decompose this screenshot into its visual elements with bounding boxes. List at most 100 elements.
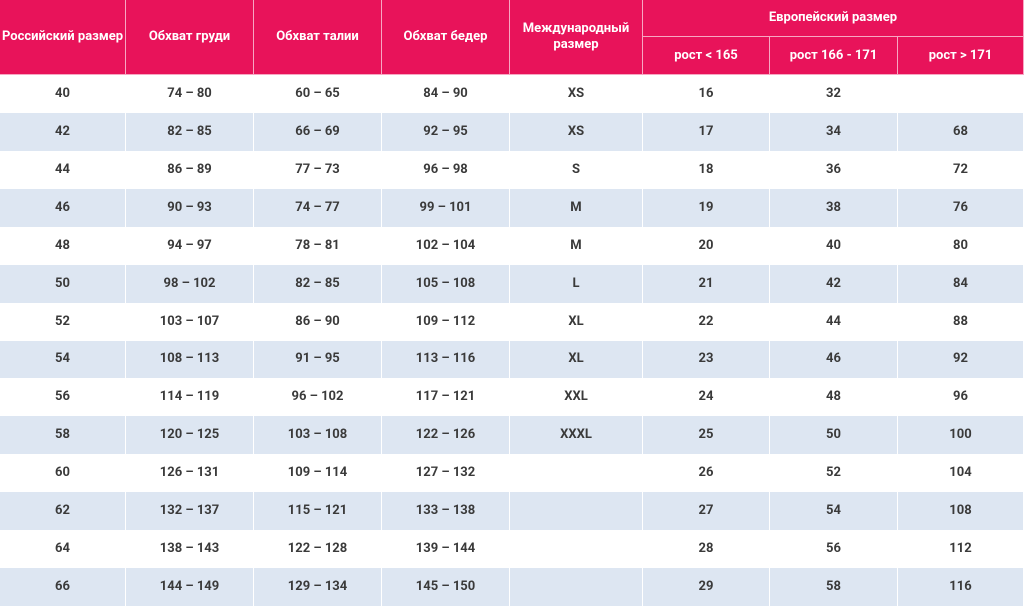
table-cell: 40 bbox=[770, 226, 898, 265]
table-cell: 94 – 97 bbox=[126, 226, 254, 265]
table-cell: 138 – 143 bbox=[126, 530, 254, 569]
table-cell: 92 – 95 bbox=[382, 112, 510, 151]
table-cell: 48 bbox=[770, 378, 898, 417]
table-cell: 46 bbox=[0, 188, 126, 227]
table-cell: 144 – 149 bbox=[126, 568, 254, 606]
table-cell: 60 bbox=[0, 454, 126, 493]
table-cell: 82 – 85 bbox=[126, 112, 254, 151]
table-cell: 114 – 119 bbox=[126, 378, 254, 417]
table-cell: 60 – 65 bbox=[254, 75, 382, 113]
table-cell bbox=[510, 530, 643, 569]
table-cell: 40 bbox=[0, 75, 126, 113]
table-cell: 50 bbox=[0, 264, 126, 303]
table-cell: 27 bbox=[643, 492, 770, 531]
table-cell: 84 bbox=[898, 264, 1024, 303]
table-cell: 100 bbox=[898, 416, 1024, 455]
table-cell: 80 bbox=[898, 226, 1024, 265]
table-cell: M bbox=[510, 188, 643, 227]
table-cell: 109 – 112 bbox=[382, 302, 510, 341]
table-cell: 32 bbox=[770, 75, 898, 113]
table-cell: 108 bbox=[898, 492, 1024, 531]
table-cell: 29 bbox=[643, 568, 770, 606]
table-cell: 44 bbox=[0, 150, 126, 189]
table-cell: 113 – 116 bbox=[382, 340, 510, 379]
table-cell: 120 – 125 bbox=[126, 416, 254, 455]
table-cell: 58 bbox=[770, 568, 898, 606]
table-cell: 76 bbox=[898, 188, 1024, 227]
table-cell: 68 bbox=[898, 112, 1024, 151]
table-cell: XXXL bbox=[510, 416, 643, 455]
table-cell: 126 – 131 bbox=[126, 454, 254, 493]
table-cell: 42 bbox=[0, 112, 126, 151]
column-header: Российский размер bbox=[0, 0, 126, 75]
table-cell: 132 – 137 bbox=[126, 492, 254, 531]
table-cell bbox=[510, 568, 643, 606]
table-cell: 72 bbox=[898, 150, 1024, 189]
table-cell: 117 – 121 bbox=[382, 378, 510, 417]
table-cell: S bbox=[510, 150, 643, 189]
table-cell: 91 – 95 bbox=[254, 340, 382, 379]
table-cell: 58 bbox=[0, 416, 126, 455]
table-cell: 48 bbox=[0, 226, 126, 265]
table-cell: 56 bbox=[770, 530, 898, 569]
table-cell: 17 bbox=[643, 112, 770, 151]
table-cell: 105 – 108 bbox=[382, 264, 510, 303]
table-cell: 56 bbox=[0, 378, 126, 417]
table-cell: 122 – 126 bbox=[382, 416, 510, 455]
table-cell: 92 bbox=[898, 340, 1024, 379]
table-cell bbox=[510, 492, 643, 531]
table-cell: 103 – 107 bbox=[126, 302, 254, 341]
table-cell: 98 – 102 bbox=[126, 264, 254, 303]
table-cell: 96 – 98 bbox=[382, 150, 510, 189]
table-cell: 84 – 90 bbox=[382, 75, 510, 113]
table-cell: 18 bbox=[643, 150, 770, 189]
table-cell: 36 bbox=[770, 150, 898, 189]
table-cell: L bbox=[510, 264, 643, 303]
table-cell: 139 – 144 bbox=[382, 530, 510, 569]
table-cell: 127 – 132 bbox=[382, 454, 510, 493]
table-cell: XS bbox=[510, 112, 643, 151]
subcolumn-header: рост 166 - 171 bbox=[770, 37, 898, 75]
table-cell: 96 – 102 bbox=[254, 378, 382, 417]
table-cell: 20 bbox=[643, 226, 770, 265]
table-cell: 22 bbox=[643, 302, 770, 341]
table-cell: 108 – 113 bbox=[126, 340, 254, 379]
table-cell: 78 – 81 bbox=[254, 226, 382, 265]
table-cell: 21 bbox=[643, 264, 770, 303]
table-cell: 16 bbox=[643, 75, 770, 113]
table-cell: 74 – 77 bbox=[254, 188, 382, 227]
table-cell: 74 – 80 bbox=[126, 75, 254, 113]
table-cell: 104 bbox=[898, 454, 1024, 493]
table-cell: M bbox=[510, 226, 643, 265]
table-cell: 52 bbox=[770, 454, 898, 493]
table-cell bbox=[898, 75, 1024, 113]
table-cell: 66 bbox=[0, 568, 126, 606]
table-cell: 103 – 108 bbox=[254, 416, 382, 455]
table-cell: 24 bbox=[643, 378, 770, 417]
table-cell: 26 bbox=[643, 454, 770, 493]
table-cell: 122 – 128 bbox=[254, 530, 382, 569]
table-cell: 96 bbox=[898, 378, 1024, 417]
table-cell: 82 – 85 bbox=[254, 264, 382, 303]
table-cell: 86 – 89 bbox=[126, 150, 254, 189]
table-cell: XL bbox=[510, 302, 643, 341]
table-cell: 133 – 138 bbox=[382, 492, 510, 531]
table-cell: 112 bbox=[898, 530, 1024, 569]
table-cell: 66 – 69 bbox=[254, 112, 382, 151]
table-cell: 54 bbox=[0, 340, 126, 379]
table-cell: XXL bbox=[510, 378, 643, 417]
table-cell: 23 bbox=[643, 340, 770, 379]
table-cell: 99 – 101 bbox=[382, 188, 510, 227]
table-cell: 44 bbox=[770, 302, 898, 341]
table-cell: 54 bbox=[770, 492, 898, 531]
group-header: Европейский размер bbox=[643, 0, 1024, 37]
table-cell bbox=[510, 454, 643, 493]
table-cell: 115 – 121 bbox=[254, 492, 382, 531]
column-header: Обхват бедер bbox=[382, 0, 510, 75]
table-cell: 88 bbox=[898, 302, 1024, 341]
subcolumn-header: рост > 171 bbox=[898, 37, 1024, 75]
table-cell: 28 bbox=[643, 530, 770, 569]
column-header: Международный размер bbox=[510, 0, 643, 75]
column-header: Обхват талии bbox=[254, 0, 382, 75]
table-cell: XS bbox=[510, 75, 643, 113]
